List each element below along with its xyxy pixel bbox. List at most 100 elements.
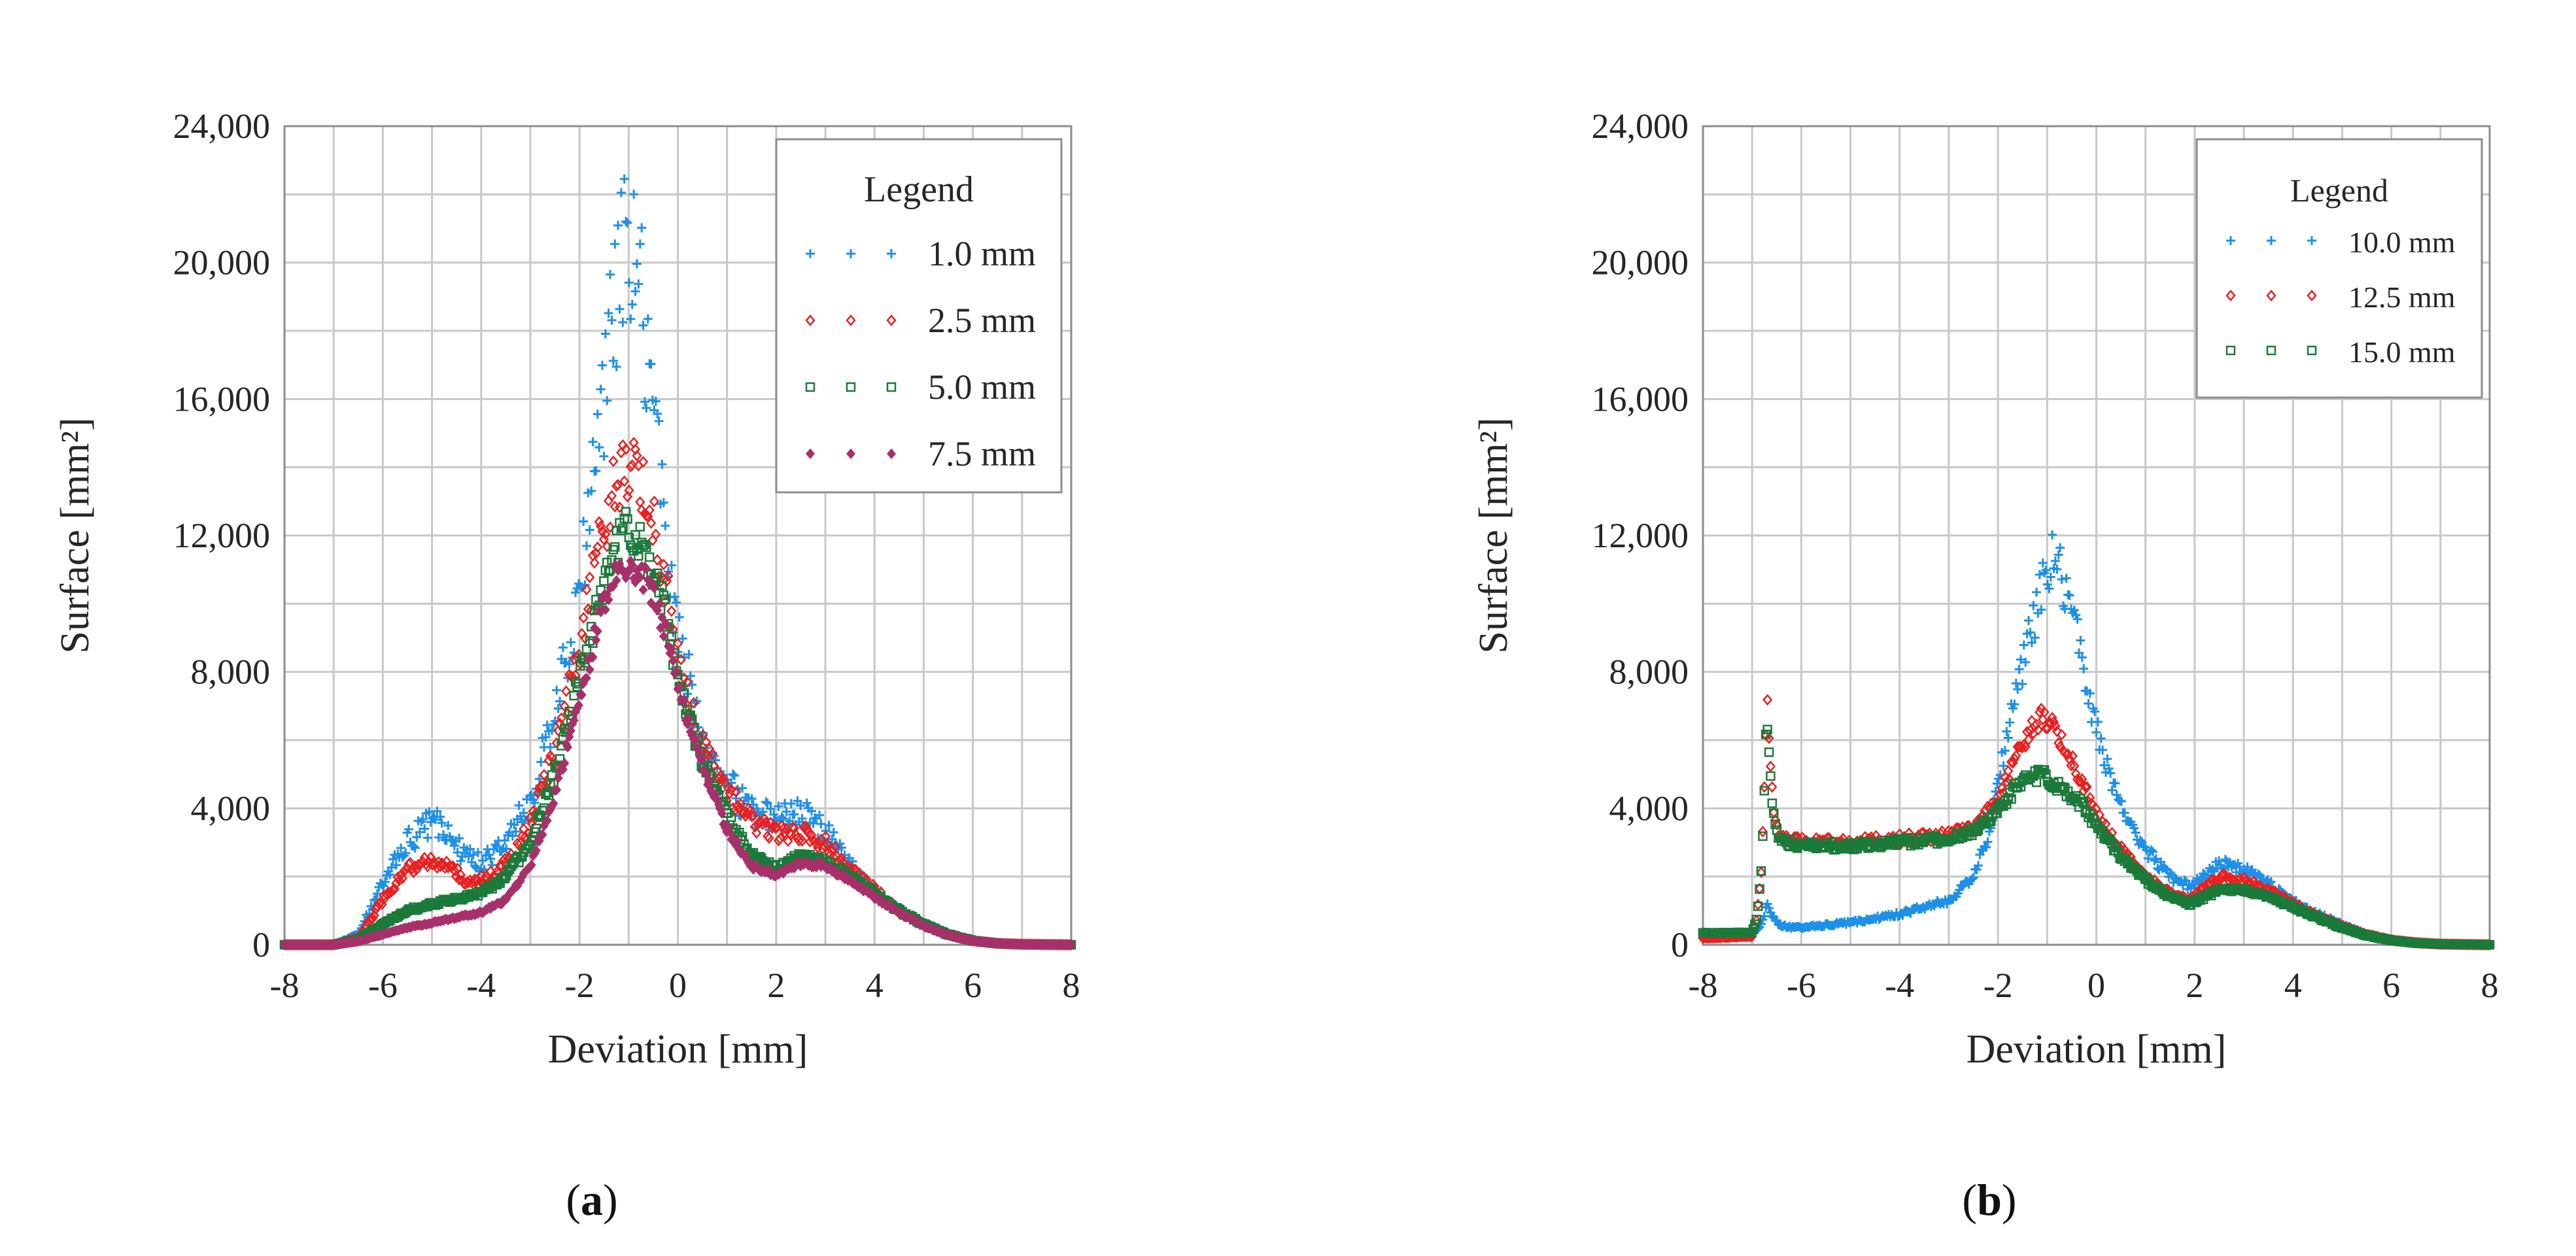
data-point [626, 314, 636, 324]
data-point [2030, 633, 2040, 643]
data-point [1770, 814, 1781, 826]
legend-marker [2266, 290, 2276, 301]
data-point [638, 320, 648, 330]
legend-label: 1.0 mm [928, 234, 1036, 273]
y-tick-label: 20,000 [173, 243, 271, 282]
legend-marker [2226, 236, 2235, 245]
legend: Legend 10.0 mm 12.5 mm 15.0 mm [2195, 138, 2483, 399]
series-15-0-mm [1698, 724, 2495, 950]
data-point [2011, 749, 2021, 762]
data-point [1968, 873, 1978, 883]
y-tick-label: 4,000 [191, 789, 271, 828]
data-point [468, 850, 478, 860]
data-point [538, 829, 547, 840]
data-point [618, 523, 628, 534]
data-point [2120, 808, 2129, 818]
data-point [2104, 764, 2114, 773]
x-tick-label: 8 [1063, 966, 1080, 1005]
data-point [2031, 777, 2042, 787]
data-point [772, 821, 782, 834]
data-point [661, 594, 670, 604]
data-point [594, 443, 604, 452]
data-point [592, 541, 603, 553]
x-tick-label: 0 [2087, 966, 2105, 1005]
x-tick-label: 6 [2382, 966, 2400, 1005]
legend-marker [887, 249, 896, 258]
data-point [412, 832, 422, 842]
data-point [649, 496, 660, 507]
data-point [2009, 753, 2020, 765]
data-point [408, 866, 419, 879]
data-point [702, 749, 713, 762]
data-point [668, 655, 678, 666]
data-point [2000, 746, 2010, 756]
data-point [1764, 903, 1774, 913]
data-point [707, 748, 718, 760]
data-point [2129, 823, 2139, 833]
legend-title: Legend [864, 169, 974, 210]
legend-marker [805, 382, 816, 392]
legend-marker [2307, 236, 2316, 245]
data-point [2046, 572, 2055, 582]
x-tick-label: -8 [270, 966, 300, 1005]
data-point [623, 514, 632, 524]
data-point [543, 790, 554, 800]
data-point [2027, 637, 2036, 647]
data-point [659, 498, 668, 507]
data-point [380, 877, 390, 887]
data-point [511, 826, 521, 836]
legend-marker [2225, 290, 2236, 301]
data-point [732, 800, 743, 811]
data-point [2036, 605, 2046, 615]
data-point [646, 598, 656, 609]
data-point [2047, 711, 2057, 724]
data-point [627, 299, 637, 309]
data-point [685, 671, 695, 681]
data-point [778, 814, 788, 824]
legend-box [2195, 138, 2483, 399]
data-point [2044, 584, 2054, 594]
data-point [1757, 826, 1768, 838]
legend-label: 5.0 mm [928, 367, 1036, 407]
data-point [600, 329, 610, 339]
data-point [536, 757, 546, 767]
data-point [2077, 653, 2087, 662]
y-axis-title: Surface [mm²] [53, 417, 97, 653]
data-point [2025, 628, 2035, 637]
data-point [588, 651, 598, 663]
data-point [2061, 573, 2071, 583]
legend-marker [846, 314, 856, 326]
x-axis-title: Deviation [mm] [1966, 1027, 2227, 1072]
data-point [588, 437, 598, 447]
data-point [602, 396, 612, 405]
data-point [2057, 575, 2067, 585]
data-point [379, 881, 388, 891]
data-point [2150, 856, 2159, 866]
data-point [553, 704, 563, 713]
data-point [651, 528, 661, 541]
data-point [830, 841, 840, 853]
plot-frame [1702, 125, 2491, 946]
data-point [526, 859, 536, 871]
data-point [688, 697, 699, 709]
data-point [727, 812, 736, 823]
legend-title: Legend [2290, 172, 2388, 209]
data-point [401, 848, 411, 858]
data-point [592, 409, 602, 419]
data-point [1756, 866, 1766, 876]
data-point [2099, 760, 2109, 770]
data-point [415, 827, 424, 837]
data-point [1762, 694, 1773, 706]
data-point [657, 460, 667, 469]
data-point [619, 174, 629, 184]
data-point [464, 851, 473, 861]
chart-panel-b: -8 -6 -4 -2 0 2 4 6 8 0 4,000 8,000 12,000 16,000 20,0… [1288, 0, 2575, 1256]
data-point [642, 403, 651, 413]
data-point [2077, 773, 2087, 785]
data-point [509, 820, 519, 830]
x-tick-label: 4 [2284, 966, 2302, 1005]
data-point [2033, 724, 2044, 736]
data-point [2131, 828, 2140, 838]
x-tick-label: 2 [2186, 966, 2203, 1005]
data-point [368, 912, 378, 925]
